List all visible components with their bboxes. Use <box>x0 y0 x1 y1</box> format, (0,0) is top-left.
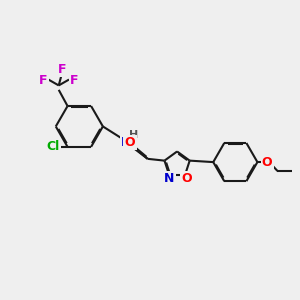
Text: Cl: Cl <box>46 140 59 153</box>
Text: N: N <box>164 172 175 185</box>
Text: H: H <box>129 130 138 140</box>
Text: O: O <box>125 136 135 149</box>
Text: F: F <box>70 74 78 87</box>
Text: O: O <box>262 156 272 169</box>
Text: F: F <box>39 74 48 87</box>
Text: F: F <box>58 63 67 76</box>
Text: O: O <box>181 172 192 185</box>
Text: N: N <box>121 136 132 149</box>
